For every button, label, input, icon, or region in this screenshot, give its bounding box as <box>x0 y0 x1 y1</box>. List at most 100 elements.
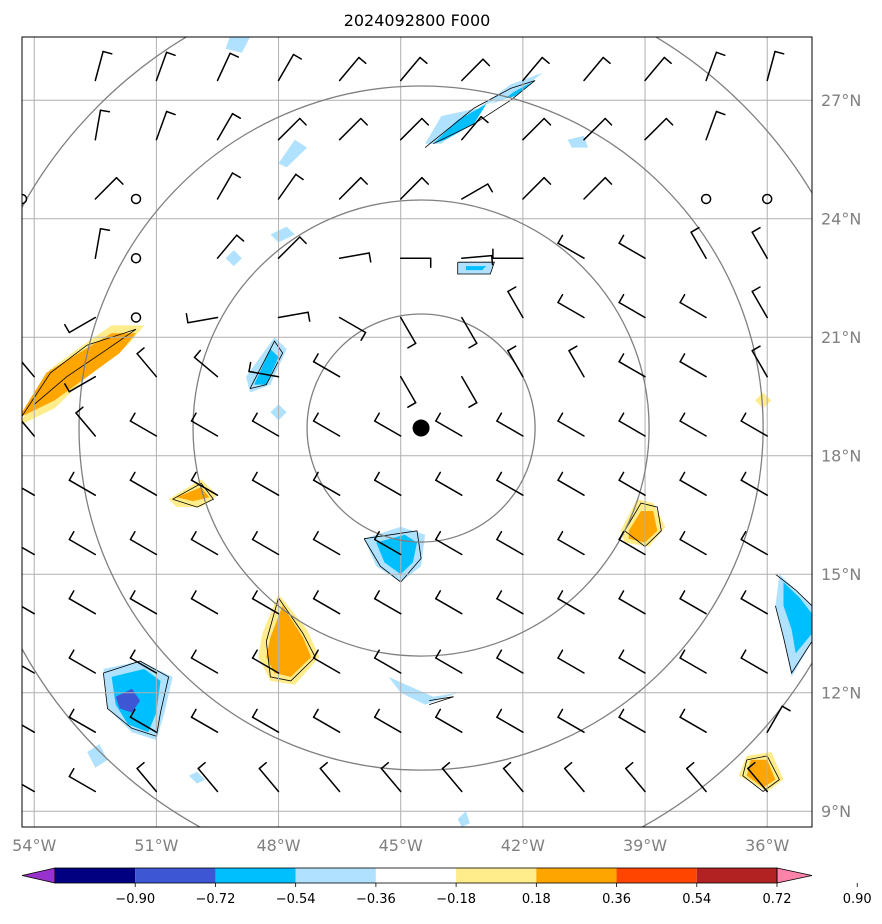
wind-barb <box>461 115 489 141</box>
wind-barb-staff <box>22 487 35 496</box>
wind-barb-flag <box>185 313 189 324</box>
colorbar-segment <box>536 868 617 883</box>
wind-barb-flag <box>368 252 372 263</box>
map-title: 2024092800 F000 <box>344 11 491 30</box>
plot-frame <box>21 36 813 828</box>
wind-barb-flag <box>618 353 625 363</box>
wind-barb <box>129 471 158 496</box>
wind-barb-flag <box>604 176 613 185</box>
lon-tick-label: 42°W <box>501 836 545 855</box>
wind-barb-staff <box>399 176 423 200</box>
wind-barb <box>373 590 402 615</box>
wind-barb-staff <box>373 420 402 437</box>
wind-barb-staff <box>461 183 489 200</box>
contour-layer <box>22 80 812 793</box>
wind-barb-flag <box>751 345 761 352</box>
contour-line <box>742 755 780 793</box>
wind-barb <box>129 590 158 615</box>
wind-barb-staff <box>583 176 606 200</box>
shaded-area-pos_036 <box>628 511 658 543</box>
lat-tick-label: 9°N <box>821 802 851 821</box>
wind-barb <box>644 117 674 141</box>
wind-barb-flag <box>190 708 197 718</box>
wind-barb-flag <box>360 117 368 126</box>
colorbar-segment <box>696 868 777 883</box>
markers <box>22 193 773 437</box>
wind-barb-flag <box>231 172 242 179</box>
wind-barb-flag <box>496 708 503 718</box>
wind-barb-staff <box>373 716 402 733</box>
wind-barb-flag <box>64 323 71 334</box>
wind-barb <box>618 293 646 319</box>
colorbar-segment <box>456 868 537 883</box>
wind-barb <box>258 761 280 793</box>
wind-barb-flag <box>22 406 23 409</box>
wind-barb-flag <box>8 591 13 599</box>
wind-barb-flag <box>679 353 686 363</box>
shaded-area-neg_036 <box>783 582 812 654</box>
wind-barb-flag <box>663 56 672 65</box>
wind-barb-flag <box>129 590 136 600</box>
wind-barb-staff <box>216 112 234 141</box>
colorbar-tick-label: 0.72 <box>763 892 792 907</box>
wind-barb <box>68 649 97 674</box>
wind-barb-flag <box>190 471 197 481</box>
wind-barb-flag <box>557 530 564 541</box>
wind-barb-staff <box>435 479 463 496</box>
wind-barb-flag <box>129 708 136 718</box>
wind-barb <box>399 117 430 141</box>
contour-line <box>429 696 454 705</box>
wind-barb-flag <box>557 293 564 304</box>
wind-barb-flag <box>312 649 319 659</box>
wind-barb <box>75 406 97 437</box>
wind-barb-staff <box>740 597 768 615</box>
wind-barb <box>690 226 707 259</box>
wind-barb-flag <box>747 761 756 770</box>
wind-barb-flag <box>373 471 380 481</box>
wind-barb-staff <box>258 767 280 793</box>
wind-barb-staff <box>399 375 417 404</box>
wind-barb-staff <box>155 110 168 141</box>
wind-barb <box>64 316 97 334</box>
wind-barb-flag <box>751 226 761 233</box>
wind-barb-staff <box>248 370 280 378</box>
wind-barb <box>155 110 176 141</box>
wind-barb-flag <box>679 412 686 422</box>
wind-barb-staff <box>193 356 219 378</box>
wind-barb-flag <box>312 708 319 718</box>
wind-barb-flag <box>618 649 625 659</box>
wind-barb-staff <box>618 538 646 556</box>
wind-barb <box>679 708 707 733</box>
wind-barb-staff <box>618 242 646 259</box>
wind-barb-staff <box>502 767 524 793</box>
wind-barb-staff <box>136 352 158 378</box>
wind-barb <box>277 236 307 259</box>
wind-barb-staff <box>190 716 219 733</box>
wind-barb-flag <box>312 530 319 541</box>
wind-barb-staff <box>251 538 280 556</box>
wind-barb <box>740 412 768 437</box>
wind-barb-staff <box>312 360 341 378</box>
colorbar-segment <box>616 868 697 883</box>
wind-barb-staff <box>312 479 341 496</box>
wind-barb <box>185 313 219 324</box>
wind-barb <box>618 530 646 556</box>
colorbar-tick-label: −0.36 <box>356 892 396 907</box>
wind-barb <box>496 471 524 496</box>
wind-barb <box>129 649 158 674</box>
wind-barb <box>766 705 791 733</box>
wind-barb-staff <box>68 538 97 556</box>
wind-barb-staff <box>496 597 524 615</box>
wind-barb <box>248 361 280 378</box>
wind-barb <box>496 649 524 674</box>
lon-tick-label: 48°W <box>256 836 300 855</box>
wind-barb-staff <box>399 316 417 345</box>
wind-barb <box>751 226 768 259</box>
wind-barb <box>94 109 111 141</box>
contour-line <box>22 328 137 417</box>
wind-barb-staff <box>618 597 646 615</box>
colorbar-segment <box>55 868 136 883</box>
wind-barb <box>557 471 585 496</box>
wind-barb-flag <box>507 286 517 293</box>
wind-barb-flag <box>618 293 625 304</box>
